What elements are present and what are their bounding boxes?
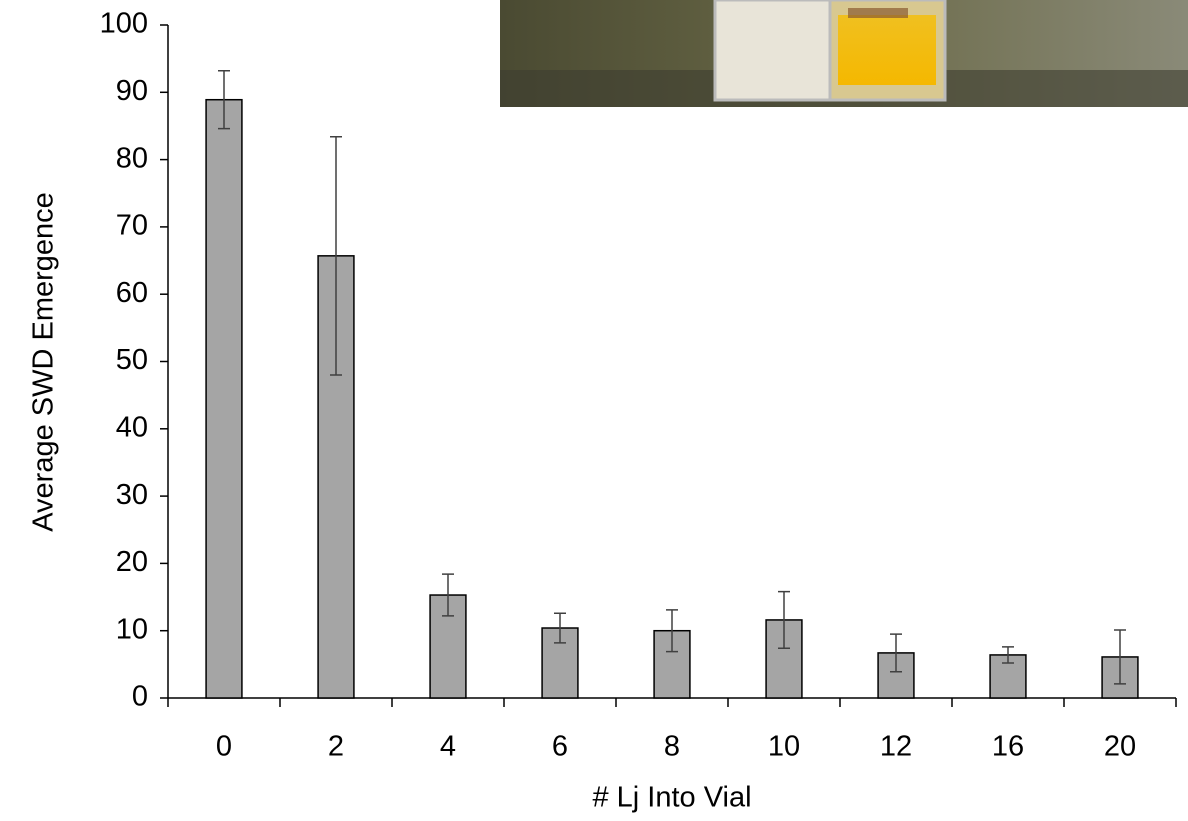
inset-photo (500, 0, 1188, 107)
x-tick-label: 20 (1104, 731, 1136, 763)
y-tick-label: 20 (116, 546, 148, 578)
y-tick-label: 50 (116, 344, 148, 376)
y-tick-label: 0 (132, 681, 148, 713)
x-tick-label: 16 (992, 731, 1024, 763)
y-axis-label: Average SWD Emergence (28, 192, 60, 532)
chart: # Lj Into Vial Average SWD Emergence 0 10… (0, 0, 1188, 821)
x-tick-label: 0 (216, 731, 232, 763)
x-tick-label: 2 (328, 731, 344, 763)
y-tick-label: 100 (100, 8, 148, 40)
y-tick-label: 10 (116, 613, 148, 645)
y-tick-label: 30 (116, 479, 148, 511)
bar (206, 100, 242, 698)
x-tick-label: 8 (664, 731, 680, 763)
x-tick-label: 10 (768, 731, 800, 763)
x-tick-label: 12 (880, 731, 912, 763)
y-tick-label: 70 (116, 210, 148, 242)
y-tick-label: 40 (116, 411, 148, 443)
y-tick-label: 80 (116, 142, 148, 174)
x-tick-label: 4 (440, 731, 456, 763)
x-tick-label: 6 (552, 731, 568, 763)
y-tick-label: 60 (116, 277, 148, 309)
x-axis-label: # Lj Into Vial (592, 782, 751, 814)
y-tick-label: 90 (116, 75, 148, 107)
